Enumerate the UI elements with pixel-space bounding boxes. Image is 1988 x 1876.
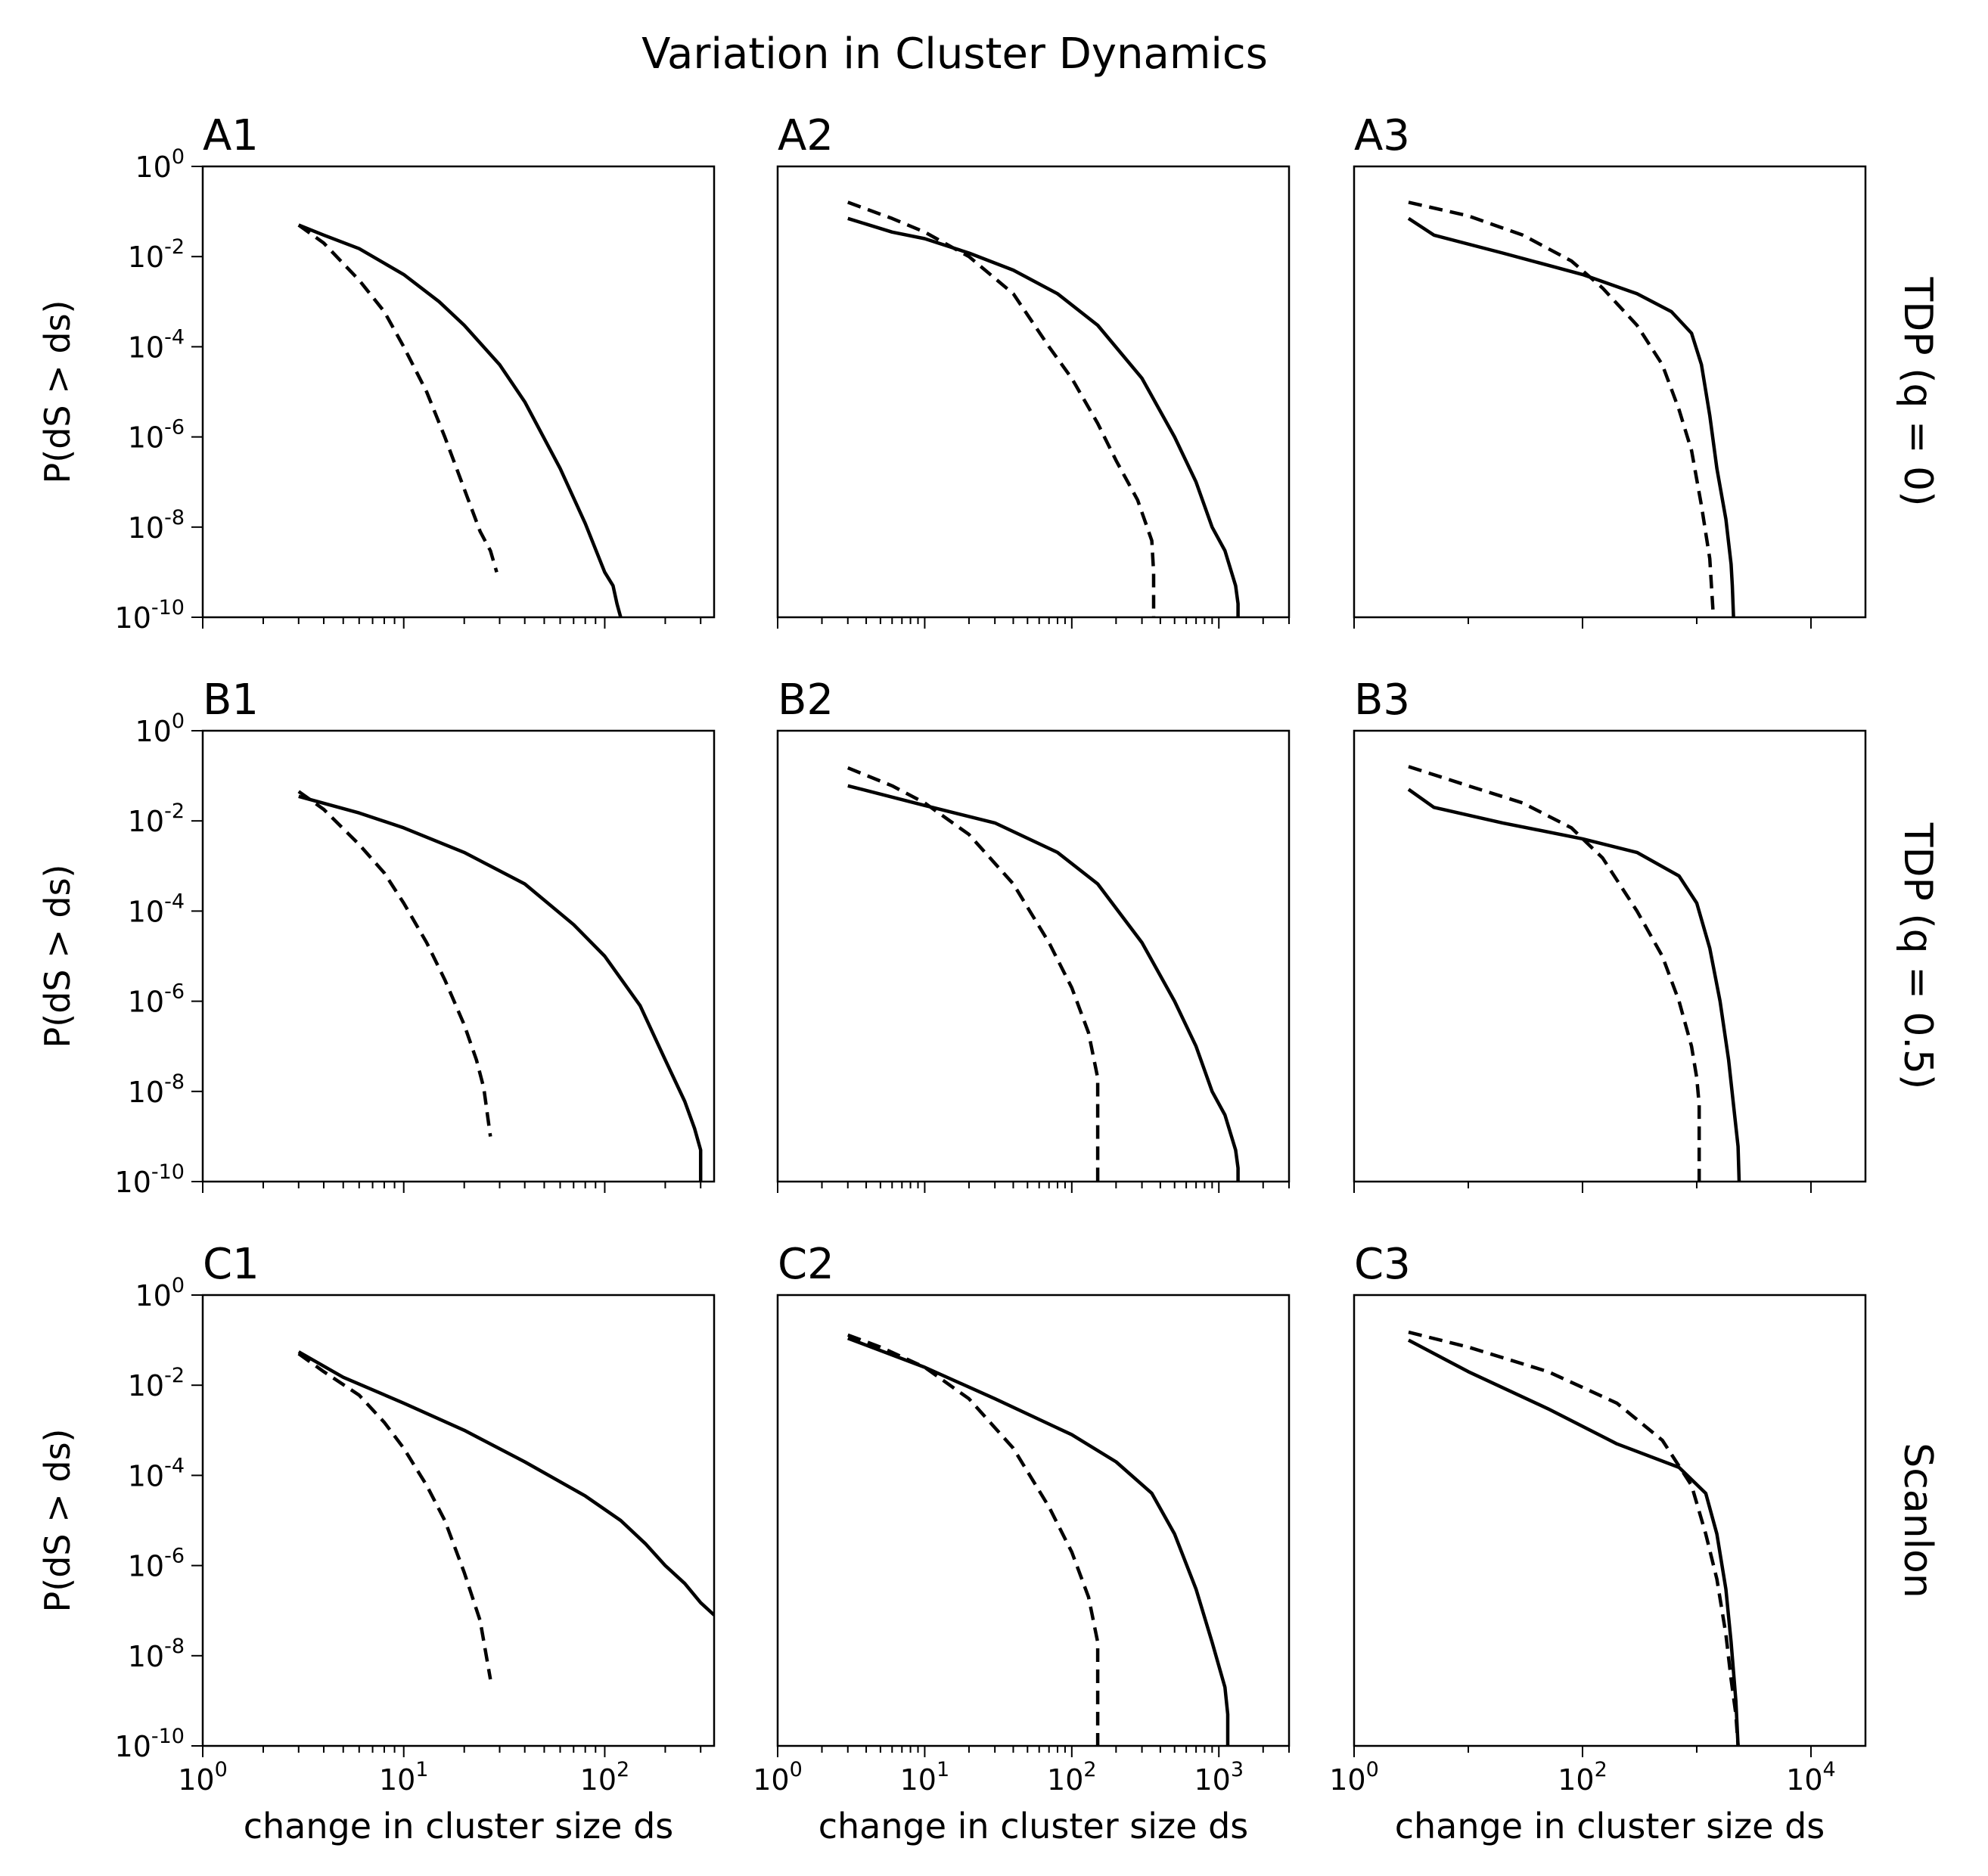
series-line-dashed xyxy=(297,1352,492,1680)
x-axis-label: change in cluster size ds xyxy=(818,1806,1249,1846)
y-tick-label: 10-10 xyxy=(115,1160,185,1199)
y-tick-label: 10-6 xyxy=(128,1545,185,1583)
series-line-solid xyxy=(1407,787,1741,1182)
x-tick-label: 100 xyxy=(1329,1758,1379,1797)
y-tick-label: 10-2 xyxy=(128,235,185,274)
y-tick-label: 10-6 xyxy=(128,416,185,455)
x-tick-label: 102 xyxy=(1558,1758,1607,1797)
x-tick-label: 102 xyxy=(580,1758,630,1797)
panel-c3: C3 100 102 104 change in cluster size ds xyxy=(1329,1240,1867,1846)
series-line-solid xyxy=(1407,1338,1740,1746)
axes-frame xyxy=(201,1294,716,1747)
axes-frame xyxy=(1353,729,1867,1183)
x-tick-label: 103 xyxy=(1194,1758,1244,1797)
axes-frame xyxy=(776,165,1291,619)
series-line-solid xyxy=(847,1336,1230,1746)
y-tick-label: 10-10 xyxy=(115,1725,185,1763)
y-tick-label: 10-8 xyxy=(128,506,185,545)
series-line-dashed xyxy=(847,1333,1100,1746)
y-axis-label: P(dS > ds) xyxy=(37,865,78,1048)
axes-frame xyxy=(776,1294,1291,1747)
panel-c1: C1 100 101 102 10-10 10-8 10-6 10-4 10-2 100 P(dS … xyxy=(37,1240,716,1846)
series-line-solid xyxy=(847,216,1240,617)
row-labels: TDP (q = 0) TDP (q = 0.5) Scanlon xyxy=(1895,277,1940,1598)
series-line-solid xyxy=(298,794,703,1182)
x-tick-label: 102 xyxy=(1047,1758,1097,1797)
y-axis-label: P(dS > ds) xyxy=(37,1429,78,1613)
y-tick-label: 100 xyxy=(135,145,185,184)
panel-label: B2 xyxy=(778,676,834,725)
axes-frame xyxy=(201,165,716,619)
series-line-dashed xyxy=(297,790,492,1137)
y-tick-label: 100 xyxy=(135,710,185,748)
y-tick-label: 10-2 xyxy=(128,800,185,838)
x-tick-label: 104 xyxy=(1786,1758,1836,1797)
x-tick-label: 100 xyxy=(178,1758,228,1797)
x-tick-label: 101 xyxy=(379,1758,429,1797)
row-label: Scanlon xyxy=(1895,1443,1940,1598)
panel-label: A1 xyxy=(203,111,259,160)
x-tick-label: 100 xyxy=(753,1758,803,1797)
series-line-solid xyxy=(297,1350,714,1617)
y-tick-label: 100 xyxy=(135,1274,185,1312)
panel-label: B3 xyxy=(1354,676,1410,725)
panel-b1: B1 10-10 10-8 10-6 10-4 10-2 100 P(dS > ds) xyxy=(37,676,716,1199)
y-tick-label: 10-4 xyxy=(128,1454,185,1492)
series-line-solid xyxy=(847,784,1240,1182)
axes-frame xyxy=(1353,1294,1867,1747)
y-tick-label: 10-6 xyxy=(128,980,185,1019)
y-tick-label: 10-10 xyxy=(115,596,185,635)
figure-title: Variation in Cluster Dynamics xyxy=(641,30,1268,79)
panel-c2: C2 100 101 102 103 change in cluster size ds xyxy=(753,1240,1291,1846)
x-axis-label: change in cluster size ds xyxy=(244,1806,674,1846)
panel-a2: A2 xyxy=(776,111,1291,629)
series-line-dashed xyxy=(1408,765,1701,1182)
series-line-dashed xyxy=(297,223,499,573)
axes-frame xyxy=(201,729,716,1183)
x-axis-label: change in cluster size ds xyxy=(1395,1806,1825,1846)
axes-frame xyxy=(1353,165,1867,619)
panel-a1: A1 10-10 10-8 10-6 10-4 10-2 100 P(dS > ds) xyxy=(37,111,716,635)
panel-label: A3 xyxy=(1354,111,1410,160)
row-label: TDP (q = 0.5) xyxy=(1895,822,1940,1090)
series-line-solid xyxy=(297,223,623,617)
x-tick-label: 101 xyxy=(900,1758,950,1797)
panel-label: C2 xyxy=(778,1240,834,1289)
panel-label: C3 xyxy=(1354,1240,1411,1289)
panel-label: C1 xyxy=(203,1240,259,1289)
y-tick-label: 10-4 xyxy=(128,890,185,928)
series-line-dashed xyxy=(1408,1330,1740,1746)
y-axis-label: P(dS > ds) xyxy=(37,300,78,484)
panel-b2: B2 xyxy=(776,676,1291,1193)
panel-label: A2 xyxy=(778,111,834,160)
y-tick-label: 10-8 xyxy=(128,1070,185,1109)
panel-label: B1 xyxy=(203,676,259,725)
panel-a3: A3 xyxy=(1353,111,1867,629)
y-tick-label: 10-2 xyxy=(128,1364,185,1402)
y-tick-label: 10-8 xyxy=(128,1635,185,1673)
series-line-solid xyxy=(1407,216,1735,617)
series-line-dashed xyxy=(847,200,1156,617)
row-label: TDP (q = 0) xyxy=(1895,277,1940,507)
series-line-dashed xyxy=(1408,200,1716,617)
panel-b3: B3 xyxy=(1353,676,1867,1193)
series-line-dashed xyxy=(846,766,1100,1182)
axes-frame xyxy=(776,729,1291,1183)
y-tick-label: 10-4 xyxy=(128,325,185,364)
panels: A1 10-10 10-8 10-6 10-4 10-2 100 P(dS > ds) A2 A3… xyxy=(37,111,1867,1846)
